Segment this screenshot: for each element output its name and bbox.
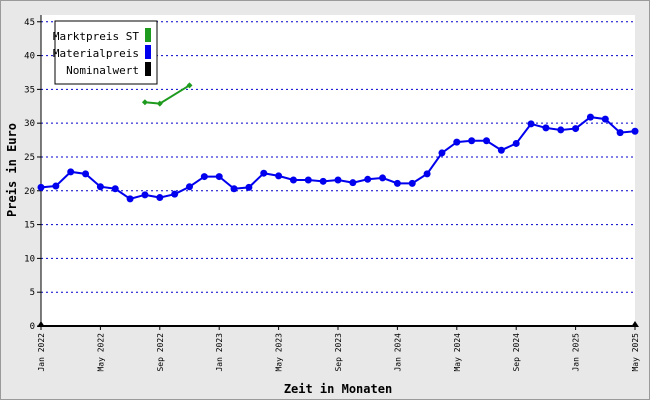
data-point-materialpreis-32 — [512, 139, 520, 147]
data-point-materialpreis-40 — [631, 127, 639, 135]
series-materialpreis — [37, 113, 639, 203]
data-point-materialpreis-7 — [141, 191, 149, 199]
legend-label-marktpreis: Marktpreis ST — [53, 30, 139, 43]
y-tick-label-0: 0 — [30, 322, 35, 332]
x-tick-label-8: Sep 2024 — [512, 333, 521, 372]
data-point-materialpreis-20 — [334, 176, 342, 184]
data-point-materialpreis-12 — [215, 173, 223, 181]
x-tick-label-2: Sep 2022 — [156, 333, 165, 372]
x-tick-label-1: May 2022 — [96, 333, 105, 372]
legend-item-marktpreis: Marktpreis ST — [53, 28, 151, 43]
grid-lines — [41, 21, 635, 293]
data-point-materialpreis-9 — [171, 190, 179, 198]
x-tick-label-0: Jan 2022 — [37, 333, 46, 372]
data-point-materialpreis-0 — [37, 183, 45, 191]
y-tick-label-10: 10 — [24, 254, 35, 264]
data-point-materialpreis-5 — [111, 185, 119, 193]
data-point-marktpreis-st-1 — [156, 100, 163, 107]
legend-box — [54, 20, 158, 85]
x-tick-label-10: May 2025 — [631, 333, 640, 372]
data-point-nominalwert-0 — [37, 321, 45, 327]
series-marktpreis-st — [141, 82, 193, 107]
x-tick-label-9: Jan 2025 — [572, 333, 581, 372]
legend-label-materialpreis: Materialpreis — [53, 47, 139, 60]
data-point-materialpreis-36 — [572, 125, 580, 133]
series-layer — [37, 82, 639, 327]
data-point-materialpreis-21 — [349, 179, 357, 187]
data-point-materialpreis-35 — [557, 126, 565, 134]
data-point-materialpreis-14 — [245, 183, 253, 191]
data-point-materialpreis-38 — [601, 115, 609, 123]
data-point-materialpreis-23 — [379, 174, 387, 182]
legend-swatch-marktpreis — [145, 28, 151, 42]
legend-swatch-nominalwert — [145, 62, 151, 76]
y-tick-label-45: 45 — [24, 18, 35, 28]
x-axis-title: Zeit in Monaten — [284, 382, 392, 396]
data-point-materialpreis-13 — [230, 185, 238, 193]
data-point-materialpreis-19 — [319, 177, 327, 185]
legend: Marktpreis ST Materialpreis Nominalwert — [53, 20, 158, 85]
legend-item-nominalwert: Nominalwert — [66, 62, 151, 77]
data-point-materialpreis-27 — [438, 149, 446, 157]
y-tick-label-30: 30 — [24, 119, 35, 129]
data-point-materialpreis-2 — [67, 168, 75, 176]
y-tick-label-5: 5 — [30, 288, 35, 298]
x-tick-label-6: Jan 2024 — [393, 333, 402, 372]
x-axis-ticks: Jan 2022 May 2022 Sep 2022 Jan 2023 May 2023… — [37, 326, 640, 372]
data-point-materialpreis-3 — [82, 170, 90, 178]
data-point-materialpreis-26 — [423, 170, 431, 178]
legend-label-nominalwert: Nominalwert — [66, 64, 139, 77]
x-tick-label-7: May 2024 — [453, 333, 462, 372]
data-point-materialpreis-16 — [275, 172, 283, 180]
data-point-materialpreis-18 — [304, 176, 312, 184]
y-axis-ticks: 0 5 10 15 20 25 30 35 40 45 — [24, 18, 41, 332]
data-point-materialpreis-39 — [616, 129, 624, 137]
data-point-materialpreis-11 — [200, 173, 208, 181]
y-tick-label-40: 40 — [24, 52, 35, 62]
data-point-materialpreis-10 — [186, 183, 193, 191]
y-tick-label-35: 35 — [24, 85, 35, 95]
data-point-materialpreis-22 — [364, 175, 372, 183]
y-axis-title: Preis in Euro — [5, 123, 19, 217]
data-point-materialpreis-15 — [260, 169, 268, 177]
data-point-materialpreis-24 — [393, 179, 401, 187]
series-nominalwert — [37, 321, 639, 327]
data-point-materialpreis-4 — [96, 183, 104, 191]
data-point-materialpreis-33 — [527, 120, 535, 128]
legend-item-materialpreis: Materialpreis — [53, 45, 151, 60]
y-tick-label-25: 25 — [24, 153, 35, 163]
legend-swatch-materialpreis — [145, 45, 151, 59]
data-point-materialpreis-28 — [453, 138, 461, 146]
data-point-materialpreis-8 — [156, 194, 164, 202]
data-point-marktpreis-st-0 — [141, 99, 148, 106]
x-tick-label-4: May 2023 — [275, 333, 284, 372]
y-tick-label-20: 20 — [24, 187, 35, 197]
x-tick-label-5: Sep 2023 — [334, 333, 343, 372]
data-point-materialpreis-30 — [483, 137, 490, 145]
data-point-materialpreis-37 — [586, 113, 594, 121]
data-point-materialpreis-31 — [497, 146, 505, 154]
data-point-materialpreis-17 — [289, 176, 297, 184]
x-tick-label-3: Jan 2023 — [215, 333, 224, 372]
data-point-materialpreis-29 — [468, 137, 476, 145]
y-tick-label-15: 15 — [24, 221, 35, 231]
data-point-materialpreis-1 — [52, 182, 60, 190]
data-point-materialpreis-34 — [542, 124, 550, 132]
data-point-marktpreis-st-2 — [186, 82, 193, 89]
data-point-materialpreis-6 — [126, 195, 134, 203]
data-point-nominalwert-1 — [631, 321, 639, 327]
data-point-materialpreis-25 — [408, 179, 416, 187]
